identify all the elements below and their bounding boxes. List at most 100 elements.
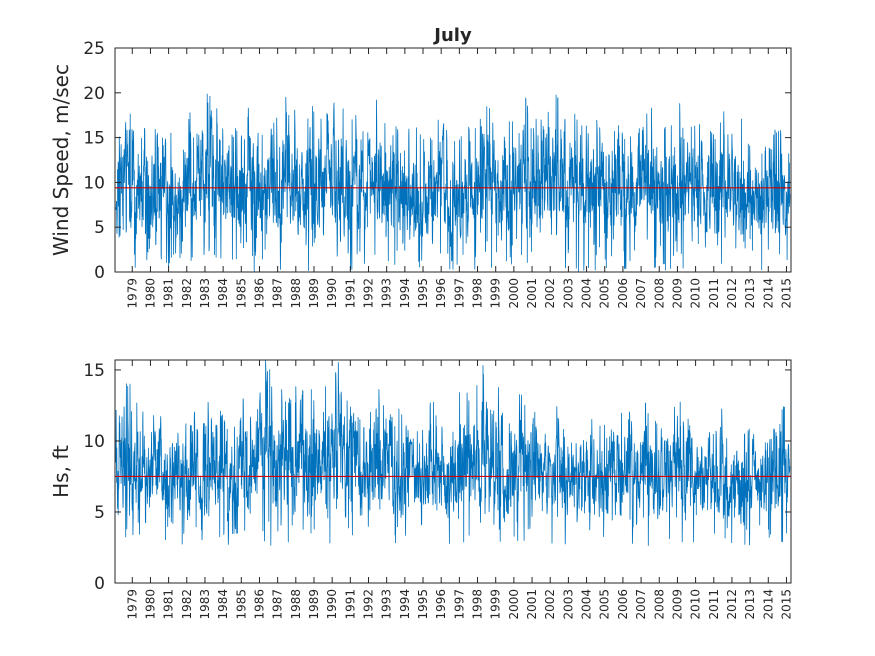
x-tick-label: 1991 [343, 278, 357, 309]
y-tick-label: 10 [83, 432, 105, 452]
x-tick-label: 2001 [525, 589, 539, 620]
x-tick-label: 2004 [580, 278, 594, 309]
x-tick-label: 2010 [689, 589, 703, 620]
x-tick-label: 1999 [489, 589, 503, 620]
wind-speed-axes-box [114, 47, 792, 273]
wind-speed-x-ticks: 1979 1980 1981 1982 1983 1984 1985 1986 1987 1988… [125, 48, 793, 309]
x-tick-label: 1996 [434, 589, 448, 620]
x-tick-label: 1986 [252, 278, 266, 309]
x-tick-label: 1981 [162, 278, 176, 309]
x-tick-label: 1986 [252, 589, 266, 620]
x-tick-label: 1980 [143, 589, 157, 620]
x-tick-label: 2006 [616, 278, 630, 309]
x-tick-label: 1983 [198, 589, 212, 620]
x-tick-label: 2015 [779, 589, 793, 620]
x-tick-label: 1983 [198, 278, 212, 309]
x-tick-label: 2009 [670, 589, 684, 620]
x-tick-label: 2015 [779, 278, 793, 309]
x-tick-label: 2013 [743, 278, 757, 309]
x-tick-label: 1995 [416, 589, 430, 620]
x-tick-label: 2001 [525, 278, 539, 309]
y-tick-label: 15 [83, 361, 105, 381]
x-tick-label: 2012 [725, 589, 739, 620]
x-tick-label: 1981 [162, 589, 176, 620]
x-tick-label: 2010 [689, 278, 703, 309]
x-tick-label: 1996 [434, 278, 448, 309]
x-tick-label: 1984 [216, 589, 230, 620]
x-tick-label: 2003 [561, 589, 575, 620]
y-tick-label: 15 [83, 129, 105, 149]
x-tick-label: 2003 [561, 278, 575, 309]
chart-title: July [432, 25, 472, 46]
x-tick-label: 2014 [761, 278, 775, 309]
x-tick-label: 1985 [234, 589, 248, 620]
x-tick-label: 2002 [543, 278, 557, 309]
wave-height-y-ticks: 0 5 10 15 [83, 361, 791, 594]
x-tick-label: 2009 [670, 278, 684, 309]
x-tick-label: 1999 [489, 278, 503, 309]
x-tick-label: 1992 [362, 278, 376, 309]
wind-speed-panel: July 0 5 10 15 20 25 1979 1980 1981 1982 1983 1984… [49, 25, 793, 309]
x-tick-label: 1989 [307, 278, 321, 309]
x-tick-label: 1989 [307, 589, 321, 620]
y-tick-label: 20 [83, 84, 105, 104]
x-tick-label: 2000 [507, 589, 521, 620]
x-tick-label: 1982 [180, 278, 194, 309]
x-tick-label: 1990 [325, 278, 339, 309]
x-tick-label: 2007 [634, 278, 648, 309]
y-tick-label: 0 [94, 263, 105, 283]
x-tick-label: 2006 [616, 589, 630, 620]
wave-height-series-layer [115, 360, 791, 546]
x-tick-label: 2012 [725, 278, 739, 309]
x-tick-label: 1979 [125, 278, 139, 309]
x-tick-label: 2011 [707, 278, 721, 309]
y-tick-label: 0 [94, 574, 105, 594]
wind-speed-y-axis-label: Wind Speed, m/sec [49, 64, 73, 256]
x-tick-label: 1993 [380, 589, 394, 620]
x-tick-label: 1984 [216, 278, 230, 309]
x-tick-label: 2000 [507, 278, 521, 309]
x-tick-label: 1988 [289, 278, 303, 309]
wave-height-x-ticks: 1979 1980 1981 1982 1983 1984 1985 1986 1987 1988… [125, 360, 793, 620]
x-tick-label: 2013 [743, 589, 757, 620]
x-tick-label: 1990 [325, 589, 339, 620]
wind-speed-series-layer [115, 93, 791, 272]
x-tick-label: 2007 [634, 589, 648, 620]
y-tick-label: 5 [94, 218, 105, 238]
x-tick-label: 1994 [398, 278, 412, 309]
wave-height-axes-box [114, 359, 792, 584]
x-tick-label: 1998 [471, 278, 485, 309]
x-tick-label: 1997 [452, 278, 466, 309]
y-tick-label: 10 [83, 173, 105, 193]
x-tick-label: 2014 [761, 589, 775, 620]
x-tick-label: 2011 [707, 589, 721, 620]
x-tick-label: 2004 [580, 589, 594, 620]
wave-height-y-axis-label: Hs, ft [49, 445, 73, 498]
x-tick-label: 2002 [543, 589, 557, 620]
x-tick-label: 1997 [452, 589, 466, 620]
x-tick-label: 2005 [598, 589, 612, 620]
x-tick-label: 1993 [380, 278, 394, 309]
x-tick-label: 1985 [234, 278, 248, 309]
wind-speed-y-ticks: 0 5 10 15 20 25 [83, 39, 791, 283]
x-tick-label: 1982 [180, 589, 194, 620]
x-tick-label: 1991 [343, 589, 357, 620]
x-tick-label: 2008 [652, 278, 666, 309]
x-tick-label: 1988 [289, 589, 303, 620]
x-tick-label: 1987 [271, 589, 285, 620]
x-tick-label: 1994 [398, 589, 412, 620]
x-tick-label: 1979 [125, 589, 139, 620]
x-tick-label: 1992 [362, 589, 376, 620]
series-line [115, 93, 791, 272]
x-tick-label: 2008 [652, 589, 666, 620]
x-tick-label: 1980 [143, 278, 157, 309]
y-tick-label: 25 [83, 39, 105, 59]
x-tick-label: 1987 [271, 278, 285, 309]
x-tick-label: 1995 [416, 278, 430, 309]
y-tick-label: 5 [94, 503, 105, 523]
x-tick-label: 2005 [598, 278, 612, 309]
x-tick-label: 1998 [471, 589, 485, 620]
